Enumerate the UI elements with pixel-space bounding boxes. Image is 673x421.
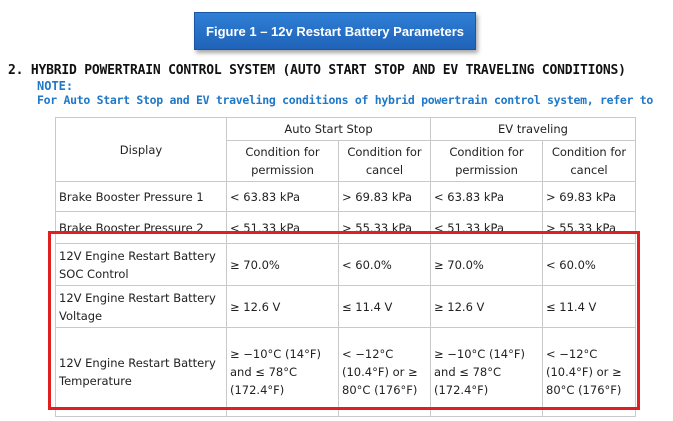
- row-label: 12V Engine Restart Battery SOC Control: [55, 243, 227, 286]
- table-cell: < 51.33 kPa: [430, 211, 543, 244]
- group-header-ev-traveling: EV traveling: [430, 117, 636, 141]
- sub-header: Condition for permission: [226, 140, 339, 182]
- table-row: Brake Booster Pressure 2 < 51.33 kPa > 5…: [55, 211, 636, 244]
- sub-header: Condition for cancel: [542, 140, 636, 182]
- table-cell: ≥ −10°C (14°F) and ≤ 78°C (172.4°F): [430, 327, 543, 417]
- table-cell: > 55.33 kPa: [542, 211, 636, 244]
- table-cell: < −12°C (10.4°F) or ≥ 80°C (176°F): [542, 327, 636, 417]
- figure-title-banner: Figure 1 – 12v Restart Battery Parameter…: [194, 12, 476, 50]
- table-cell: < −12°C (10.4°F) or ≥ 80°C (176°F): [338, 327, 431, 417]
- table-cell: < 63.83 kPa: [226, 181, 339, 212]
- display-header: Display: [55, 117, 227, 182]
- sub-header: Condition for cancel: [338, 140, 431, 182]
- table-cell: ≤ 11.4 V: [542, 285, 636, 328]
- table-row: 12V Engine Restart Battery SOC Control ≥…: [55, 243, 636, 286]
- table-cell: > 69.83 kPa: [338, 181, 431, 212]
- row-label: Brake Booster Pressure 2: [55, 211, 227, 244]
- table-cell: < 63.83 kPa: [430, 181, 543, 212]
- group-header-auto-start-stop: Auto Start Stop: [226, 117, 431, 141]
- table-cell: ≥ −10°C (14°F) and ≤ 78°C (172.4°F): [226, 327, 339, 417]
- row-label: 12V Engine Restart Battery Temperature: [55, 327, 227, 417]
- note-text: For Auto Start Stop and EV traveling con…: [37, 93, 653, 107]
- table-cell: > 55.33 kPa: [338, 211, 431, 244]
- row-label: 12V Engine Restart Battery Voltage: [55, 285, 227, 328]
- section-heading: 2. HYBRID POWERTRAIN CONTROL SYSTEM (AUT…: [8, 63, 626, 78]
- table-cell: < 51.33 kPa: [226, 211, 339, 244]
- sub-header: Condition for permission: [430, 140, 543, 182]
- table-cell: ≥ 12.6 V: [430, 285, 543, 328]
- table-cell: > 69.83 kPa: [542, 181, 636, 212]
- table-row: Brake Booster Pressure 1 < 63.83 kPa > 6…: [55, 181, 636, 212]
- table-cell: ≥ 70.0%: [430, 243, 543, 286]
- row-label: Brake Booster Pressure 1: [55, 181, 227, 212]
- table-cell: < 60.0%: [542, 243, 636, 286]
- parameters-table: Display Auto Start Stop EV traveling Con…: [55, 117, 636, 417]
- table-cell: ≤ 11.4 V: [338, 285, 431, 328]
- table-cell: ≥ 70.0%: [226, 243, 339, 286]
- table-cell: < 60.0%: [338, 243, 431, 286]
- table-cell: ≥ 12.6 V: [226, 285, 339, 328]
- note-label: NOTE:: [37, 79, 74, 93]
- table-row: 12V Engine Restart Battery Voltage ≥ 12.…: [55, 285, 636, 328]
- table-row: 12V Engine Restart Battery Temperature ≥…: [55, 327, 636, 417]
